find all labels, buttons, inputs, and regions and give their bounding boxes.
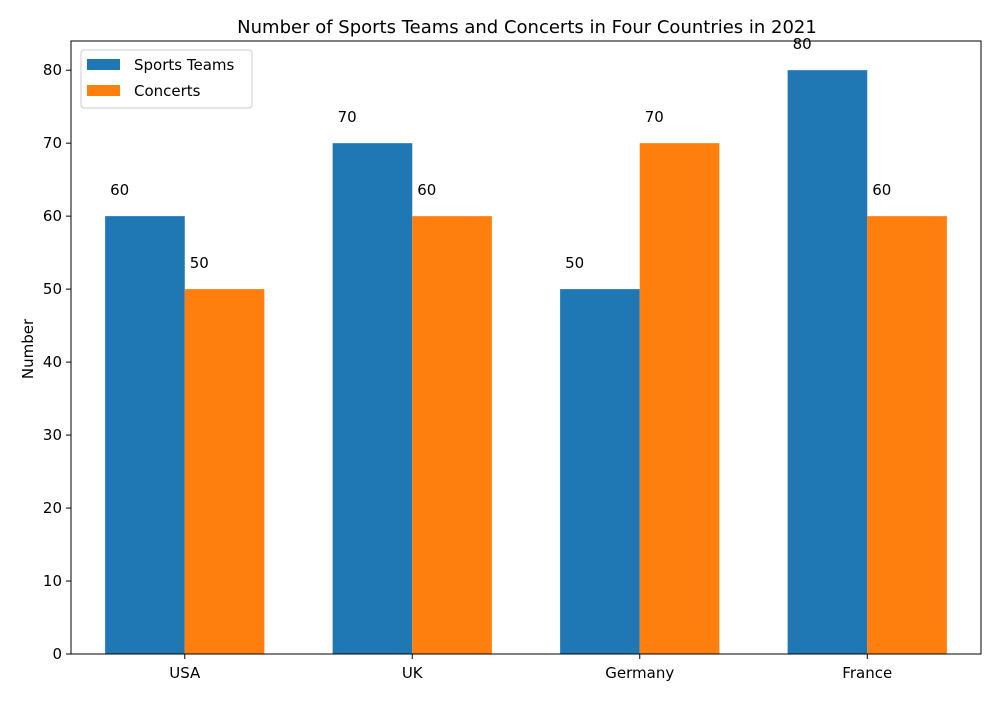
data-label: 60 [110,181,129,199]
y-tick-label: 30 [43,426,62,444]
x-tick-label: France [842,664,892,682]
bar-concerts-france [867,216,947,654]
y-tick-label: 60 [43,207,62,225]
x-tick-label: USA [169,664,201,682]
bars-layer [105,70,947,655]
bar-sports-teams-uk [332,143,413,655]
legend-entry: Sports Teams [134,56,234,74]
x-tick-label: UK [402,664,424,682]
data-label: 50 [190,254,209,272]
data-label: 70 [338,108,357,126]
bar-sports-teams-usa [105,216,185,654]
data-label: 60 [417,181,436,199]
bar-sports-teams-germany [560,289,640,654]
y-tick-label: 70 [43,134,62,152]
y-axis-label: Number [19,318,37,379]
legend-swatch-concerts [87,85,120,96]
legend-entry: Concerts [134,82,201,100]
y-tick-label: 20 [43,499,62,517]
legend-swatch-sports-teams [87,59,120,70]
plot-frame [70,40,982,655]
data-label: 60 [872,181,891,199]
data-label: 50 [565,254,584,272]
y-tick-label: 40 [43,353,62,371]
y-tick-label: 0 [52,645,62,663]
bar-concerts-germany [639,143,720,655]
data-label: 80 [793,35,812,53]
legend: Sports Teams Concerts [80,49,253,109]
data-label: 70 [645,108,664,126]
y-tick-label: 80 [43,61,62,79]
legend-box [80,49,253,109]
y-tick-label: 10 [43,572,62,590]
y-tick-label: 50 [43,280,62,298]
bar-concerts-usa [184,289,265,654]
chart-title: Number of Sports Teams and Concerts in F… [237,17,817,38]
x-tick-label: Germany [605,664,674,682]
bar-sports-teams-france [787,70,868,654]
data-labels-layer: 60 70 50 80 50 60 70 60 [110,35,891,272]
bar-concerts-uk [412,216,492,654]
y-axis: 0 10 20 30 40 50 60 70 80 [43,61,71,663]
x-axis: USA UK Germany France [169,654,892,682]
